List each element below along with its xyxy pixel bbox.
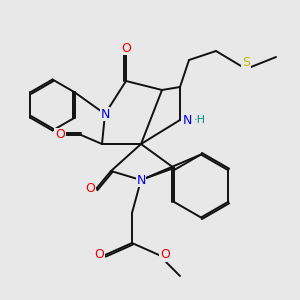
Text: ·H: ·H	[194, 115, 206, 125]
Text: O: O	[85, 182, 95, 196]
Text: O: O	[160, 248, 170, 262]
Text: O: O	[55, 128, 65, 142]
Text: S: S	[242, 56, 250, 70]
Text: N: N	[136, 173, 146, 187]
Text: N: N	[100, 107, 110, 121]
Text: N: N	[183, 113, 192, 127]
Text: O: O	[94, 248, 104, 262]
Text: O: O	[121, 41, 131, 55]
